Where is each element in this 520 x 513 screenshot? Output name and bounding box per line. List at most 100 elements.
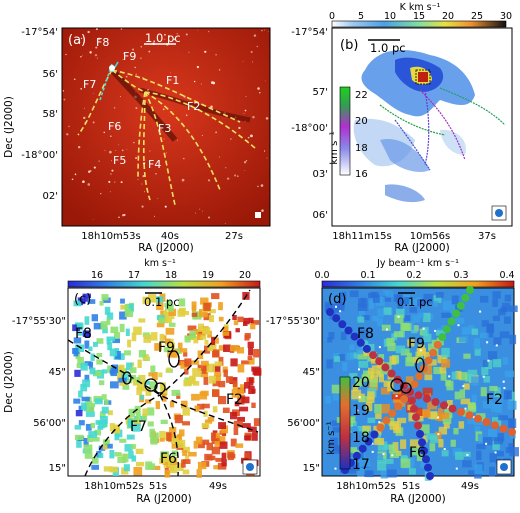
intensity-pixel bbox=[351, 421, 357, 427]
intensity-pixel bbox=[357, 350, 367, 360]
colorbar-d-tick: 0.0 bbox=[314, 270, 329, 281]
star bbox=[113, 106, 116, 109]
velocity-pixel bbox=[187, 325, 197, 331]
velocity-pixel bbox=[249, 377, 254, 386]
velocity-pixel bbox=[161, 453, 168, 463]
velocity-pixel bbox=[232, 315, 237, 320]
intensity-pixel bbox=[408, 468, 416, 475]
noise-speck bbox=[434, 329, 437, 332]
dec-tick: 57' bbox=[313, 87, 328, 98]
velocity-pixel bbox=[237, 364, 245, 373]
velocity-pixel bbox=[130, 444, 136, 449]
intensity-pixel bbox=[356, 379, 364, 387]
dec-tick: 02' bbox=[43, 191, 58, 202]
velocity-pixel bbox=[165, 338, 171, 344]
intensity-pixel bbox=[477, 433, 483, 443]
intensity-pixel bbox=[395, 308, 405, 318]
noise-speck bbox=[487, 359, 490, 362]
velocity-pixel bbox=[166, 432, 172, 442]
noise-speck bbox=[382, 453, 385, 456]
velocity-pixel bbox=[133, 419, 141, 427]
velocity-pixel bbox=[159, 333, 165, 342]
intensity-pixel bbox=[474, 425, 481, 433]
velocity-pixel bbox=[241, 423, 251, 428]
x-axis-label: RA (J2000) bbox=[390, 493, 445, 505]
velocity-pixel bbox=[222, 366, 228, 373]
star bbox=[208, 216, 211, 219]
colorbar-b-tick: 5 bbox=[358, 11, 364, 22]
panel-c-scale: 0.1 pc bbox=[144, 295, 180, 309]
noise-speck bbox=[391, 454, 394, 457]
intensity-pixel bbox=[422, 312, 431, 323]
velocity-pixel bbox=[215, 432, 221, 439]
star bbox=[242, 61, 244, 63]
velocity-pixel bbox=[179, 429, 185, 437]
velocity-pixel bbox=[193, 440, 198, 449]
intensity-pixel bbox=[458, 421, 465, 429]
velocity-pixel bbox=[248, 386, 255, 394]
filament-label-F8: F8 bbox=[75, 326, 92, 342]
intensity-pixel bbox=[502, 357, 509, 365]
velocity-pixel bbox=[222, 326, 228, 333]
velocity-pixel bbox=[218, 345, 226, 351]
intensity-pixel bbox=[363, 370, 369, 376]
star bbox=[224, 222, 226, 224]
intensity-pixel bbox=[358, 309, 365, 319]
intensity-pixel bbox=[450, 304, 456, 314]
velocity-pixel bbox=[251, 402, 256, 408]
intensity-pixel bbox=[384, 458, 394, 464]
star bbox=[258, 91, 261, 94]
star bbox=[208, 31, 210, 33]
intensity-pixel bbox=[332, 393, 339, 401]
intensity-pixel bbox=[378, 373, 384, 383]
star bbox=[177, 139, 179, 141]
velocity-pixel bbox=[247, 341, 254, 348]
velocity-pixel bbox=[229, 345, 239, 352]
velocity-pixel bbox=[200, 360, 209, 366]
velocity-pixel bbox=[82, 330, 91, 338]
intensity-pixel bbox=[467, 415, 476, 424]
intensity-pixel bbox=[382, 290, 390, 296]
velocity-pixel bbox=[135, 448, 144, 454]
intensity-pixel bbox=[330, 303, 341, 313]
intensity-pixel bbox=[356, 347, 363, 355]
panel-b-scale: 1.0 pc bbox=[370, 41, 406, 55]
velocity-pixel bbox=[200, 335, 207, 340]
x-axis-label: RA (J2000) bbox=[136, 493, 191, 505]
velocity-pixel bbox=[106, 339, 111, 345]
velocity-pixel bbox=[181, 446, 190, 453]
noise-speck bbox=[464, 407, 467, 410]
velocity-dot bbox=[431, 398, 440, 406]
inset-tick: 18 bbox=[355, 143, 368, 154]
star bbox=[141, 205, 144, 208]
star bbox=[66, 133, 69, 136]
velocity-pixel bbox=[248, 317, 254, 324]
velocity-pixel bbox=[158, 372, 163, 378]
velocity-pixel bbox=[243, 317, 250, 325]
colorbar-d bbox=[321, 280, 515, 288]
intensity-pixel bbox=[357, 426, 365, 432]
velocity-pixel bbox=[174, 415, 183, 424]
intensity-pixel bbox=[428, 343, 438, 351]
noise-speck bbox=[502, 380, 505, 383]
velocity-pixel bbox=[91, 464, 99, 470]
velocity-pixel bbox=[218, 422, 226, 429]
intensity-pixel bbox=[405, 376, 414, 386]
velocity-pixel bbox=[234, 401, 240, 407]
intensity-pixel bbox=[374, 404, 382, 414]
intensity-pixel bbox=[412, 356, 420, 364]
intensity-pixel bbox=[361, 374, 371, 382]
intensity-pixel bbox=[380, 404, 390, 414]
dec-tick: -17°55'30" bbox=[266, 316, 320, 327]
intensity-pixel bbox=[508, 443, 514, 449]
velocity-pixel bbox=[92, 437, 100, 442]
velocity-pixel bbox=[123, 453, 129, 463]
intensity-pixel bbox=[352, 384, 359, 392]
star bbox=[111, 169, 114, 172]
intensity-pixel bbox=[462, 409, 469, 417]
velocity-pixel bbox=[244, 435, 251, 441]
velocity-pixel bbox=[193, 335, 199, 344]
velocity-pixel bbox=[203, 410, 208, 417]
velocity-pixel bbox=[218, 302, 223, 311]
ra-tick: 18h10m53s bbox=[81, 231, 140, 242]
